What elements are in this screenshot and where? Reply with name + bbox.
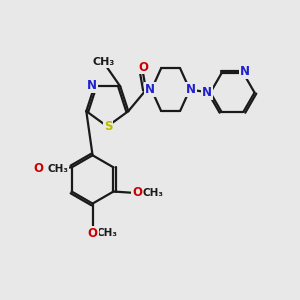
Text: O: O — [33, 162, 43, 175]
Text: N: N — [240, 65, 250, 79]
Text: CH₃: CH₃ — [48, 164, 69, 174]
Text: N: N — [186, 83, 196, 96]
Text: N: N — [145, 83, 155, 96]
Text: CH₃: CH₃ — [97, 228, 118, 238]
Text: N: N — [202, 86, 212, 99]
Text: CH₃: CH₃ — [142, 188, 163, 198]
Text: S: S — [103, 120, 112, 133]
Text: O: O — [88, 226, 98, 239]
Text: O: O — [139, 61, 148, 74]
Text: N: N — [87, 80, 97, 92]
Text: CH₃: CH₃ — [93, 57, 115, 67]
Text: O: O — [132, 187, 142, 200]
